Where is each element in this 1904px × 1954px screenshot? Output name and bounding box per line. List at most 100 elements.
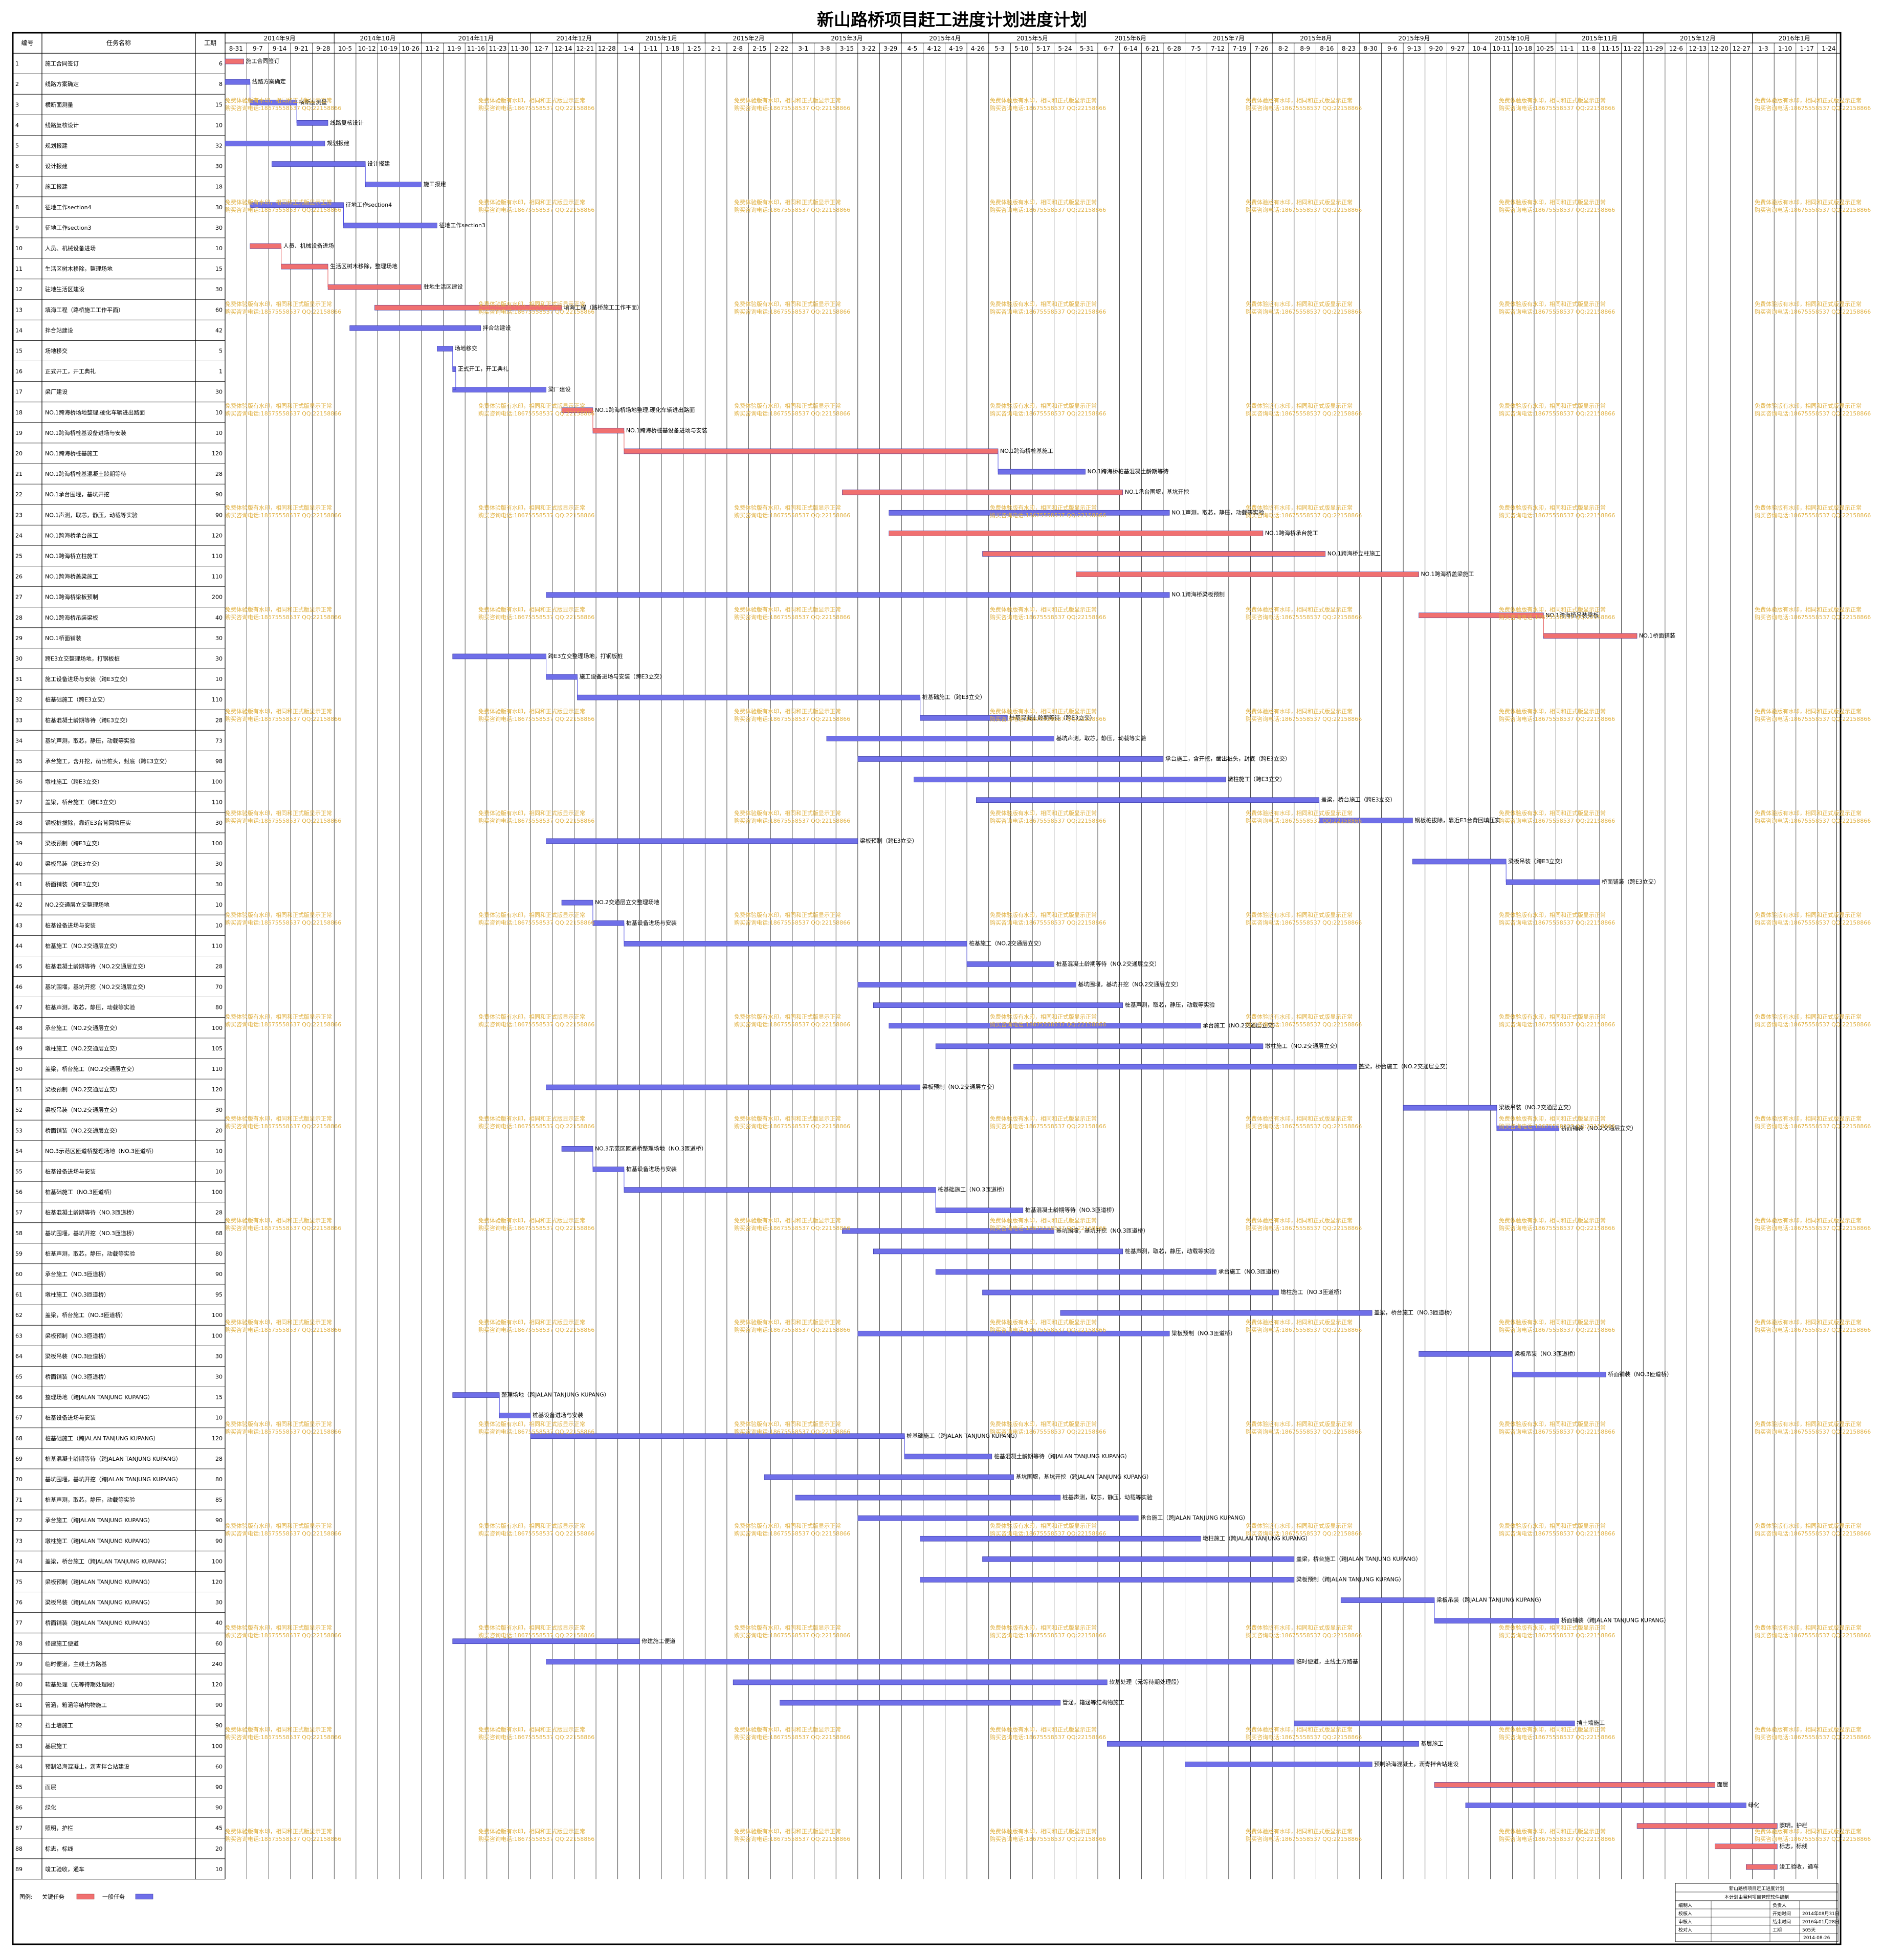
row-name: 拌合站建设	[45, 326, 73, 334]
watermark-line: 购买咨询电话:18675558537 QQ:22158866	[734, 1428, 850, 1435]
gantt-bar	[281, 264, 328, 270]
gantt-bar-label: 基坑围堰，基坑开挖（NO.3匝道桥）	[1056, 1227, 1149, 1234]
gantt-bar	[935, 1207, 1024, 1213]
gantt-bar-label: 设计报建	[367, 160, 390, 167]
row-name: 场地移交	[45, 347, 68, 354]
watermark-line: 免费体验版有水印，相同和正式版显示正常	[225, 199, 332, 206]
row-id: 53	[15, 1127, 23, 1134]
row-duration: 32	[215, 142, 223, 149]
row-id: 18	[15, 409, 23, 416]
watermark-line: 购买咨询电话:18675558537 QQ:22158866	[1499, 1123, 1615, 1130]
row-id: 71	[15, 1497, 23, 1503]
week-label: 1-24	[1822, 45, 1835, 52]
row-name: 墩柱施工（NO.2交通层立交）	[45, 1045, 121, 1052]
row-duration: 70	[215, 984, 223, 991]
week-label: 11-1	[1560, 45, 1574, 52]
gantt-bar-label: 线路方案确定	[252, 78, 286, 85]
week-label: 8-9	[1300, 45, 1310, 52]
watermark-line: 购买咨询电话:18675558537 QQ:22158866	[1499, 1326, 1615, 1333]
watermark-line: 免费体验版有水印，相同和正式版显示正常	[1755, 911, 1862, 918]
row-name: 桩基础施工（跨JALAN TANJUNG KUPANG）	[45, 1435, 159, 1442]
watermark-line: 免费体验版有水印，相同和正式版显示正常	[734, 1624, 841, 1631]
week-label: 10-11	[1493, 45, 1511, 52]
watermark-line: 免费体验版有水印，相同和正式版显示正常	[225, 1420, 332, 1428]
month-label: 2016年1月	[1779, 35, 1810, 42]
row-name: 跨E3立交整理场地，打钢板桩	[45, 655, 120, 662]
watermark-line: 免费体验版有水印，相同和正式版显示正常	[1499, 402, 1606, 409]
week-label: 4-12	[927, 45, 941, 52]
row-name: 梁厂建设	[45, 388, 68, 396]
watermark-line: 免费体验版有水印，相同和正式版显示正常	[225, 1013, 332, 1020]
watermark-line: 免费体验版有水印，相同和正式版显示正常	[1246, 1624, 1353, 1631]
row-name: 临时便道，主线土方路基	[45, 1660, 107, 1667]
watermark-line: 购买咨询电话:18675558537 QQ:22158866	[990, 1123, 1106, 1130]
row-duration: 30	[215, 635, 223, 642]
row-duration: 28	[215, 1210, 223, 1216]
week-label: 6-14	[1123, 45, 1137, 52]
footer-key: 校对人	[1678, 1927, 1692, 1933]
week-label: 11-23	[489, 45, 507, 52]
watermark-line: 购买咨询电话:18675558537 QQ:22158866	[1755, 1021, 1871, 1028]
row-id: 28	[15, 614, 23, 621]
week-label: 7-12	[1211, 45, 1225, 52]
gantt-bar-label: 梁板预制（NO.3匝道桥）	[1171, 1329, 1236, 1336]
gantt-bar	[826, 736, 1054, 741]
watermark-line: 购买咨询电话:18675558537 QQ:22158866	[734, 1021, 850, 1028]
row-duration: 10	[215, 922, 223, 929]
watermark-line: 免费体验版有水印，相同和正式版显示正常	[1755, 1420, 1862, 1428]
watermark-line: 购买咨询电话:18675558537 QQ:22158866	[225, 1021, 341, 1028]
gantt-bar	[1013, 1064, 1357, 1070]
watermark-line: 购买咨询电话:18675558537 QQ:22158866	[478, 1530, 594, 1537]
gantt-bar-label: 墩柱施工（NO.3匝道桥）	[1280, 1288, 1345, 1296]
row-name: 基坑围堰，基坑开挖（NO.3匝道桥）	[45, 1230, 138, 1237]
gantt-bar-label: NO.1声测，取芯，静压，动载等实验	[1171, 509, 1264, 516]
row-duration: 73	[215, 737, 223, 744]
watermark-line: 免费体验版有水印，相同和正式版显示正常	[1246, 911, 1353, 918]
week-label: 4-19	[949, 45, 963, 52]
watermark-line: 免费体验版有水印，相同和正式版显示正常	[1246, 300, 1353, 308]
row-duration: 10	[215, 1168, 223, 1175]
row-name: 桥面铺装（跨E3立交）	[45, 881, 103, 888]
footer-value: 505天	[1802, 1928, 1816, 1933]
gantt-bar	[452, 1638, 640, 1644]
watermark-line: 购买咨询电话:18675558537 QQ:22158866	[1755, 817, 1871, 824]
row-name: 规划报建	[45, 142, 68, 149]
week-label: 6-7	[1104, 45, 1114, 52]
week-label: 11-9	[447, 45, 461, 52]
row-duration: 80	[215, 1250, 223, 1257]
gantt-bar-label: 桩基设备进场与安装	[626, 919, 677, 926]
week-label: 10-19	[380, 45, 397, 52]
week-label: 3-1	[798, 45, 808, 52]
gantt-bar-label: 征地工作section3	[439, 222, 485, 229]
row-id: 81	[15, 1702, 23, 1708]
watermark-line: 购买咨询电话:18675558537 QQ:22158866	[734, 1326, 850, 1333]
watermark-line: 免费体验版有水印，相同和正式版显示正常	[990, 1115, 1097, 1122]
week-label: 12-14	[555, 45, 572, 52]
watermark-line: 免费体验版有水印，相同和正式版显示正常	[478, 1726, 585, 1733]
watermark-line: 免费体验版有水印，相同和正式版显示正常	[1499, 1319, 1606, 1326]
row-id: 86	[15, 1805, 23, 1811]
watermark-line: 免费体验版有水印，相同和正式版显示正常	[478, 402, 585, 409]
watermark-line: 购买咨询电话:18675558537 QQ:22158866	[478, 308, 594, 315]
row-id: 42	[15, 902, 23, 908]
gantt-bar-label: 桩基声测，取芯，静压，动载等实验	[1062, 1494, 1153, 1501]
gantt-bar-label: 基坑声测，取芯，静压，动载等实验	[1056, 734, 1146, 741]
footer-key: 编制人	[1678, 1902, 1692, 1908]
row-name: NO.1声测，取芯，静压，动载等实验	[45, 511, 138, 518]
month-label: 2015年2月	[733, 35, 765, 42]
legend-label: 图例:	[19, 1893, 33, 1900]
watermark-line: 购买咨询电话:18675558537 QQ:22158866	[990, 104, 1106, 112]
watermark-line: 购买咨询电话:18675558537 QQ:22158866	[225, 1224, 341, 1232]
watermark-line: 购买咨询电话:18675558537 QQ:22158866	[1246, 1632, 1362, 1639]
watermark-line: 免费体验版有水印，相同和正式版显示正常	[990, 402, 1097, 409]
gantt-bar	[1185, 1762, 1372, 1767]
row-duration: 85	[215, 1497, 223, 1503]
gantt-bar-label: 软基处理（无等待期处理段）	[1109, 1678, 1182, 1685]
row-id: 50	[15, 1066, 23, 1072]
row-duration: 15	[215, 101, 223, 108]
week-label: 4-5	[907, 45, 918, 52]
gantt-bar	[1543, 633, 1637, 639]
watermark-line: 购买咨询电话:18675558537 QQ:22158866	[478, 817, 594, 824]
watermark-line: 免费体验版有水印，相同和正式版显示正常	[1499, 1726, 1606, 1733]
row-name: 承台施工（NO.2交通层立交）	[45, 1024, 121, 1031]
